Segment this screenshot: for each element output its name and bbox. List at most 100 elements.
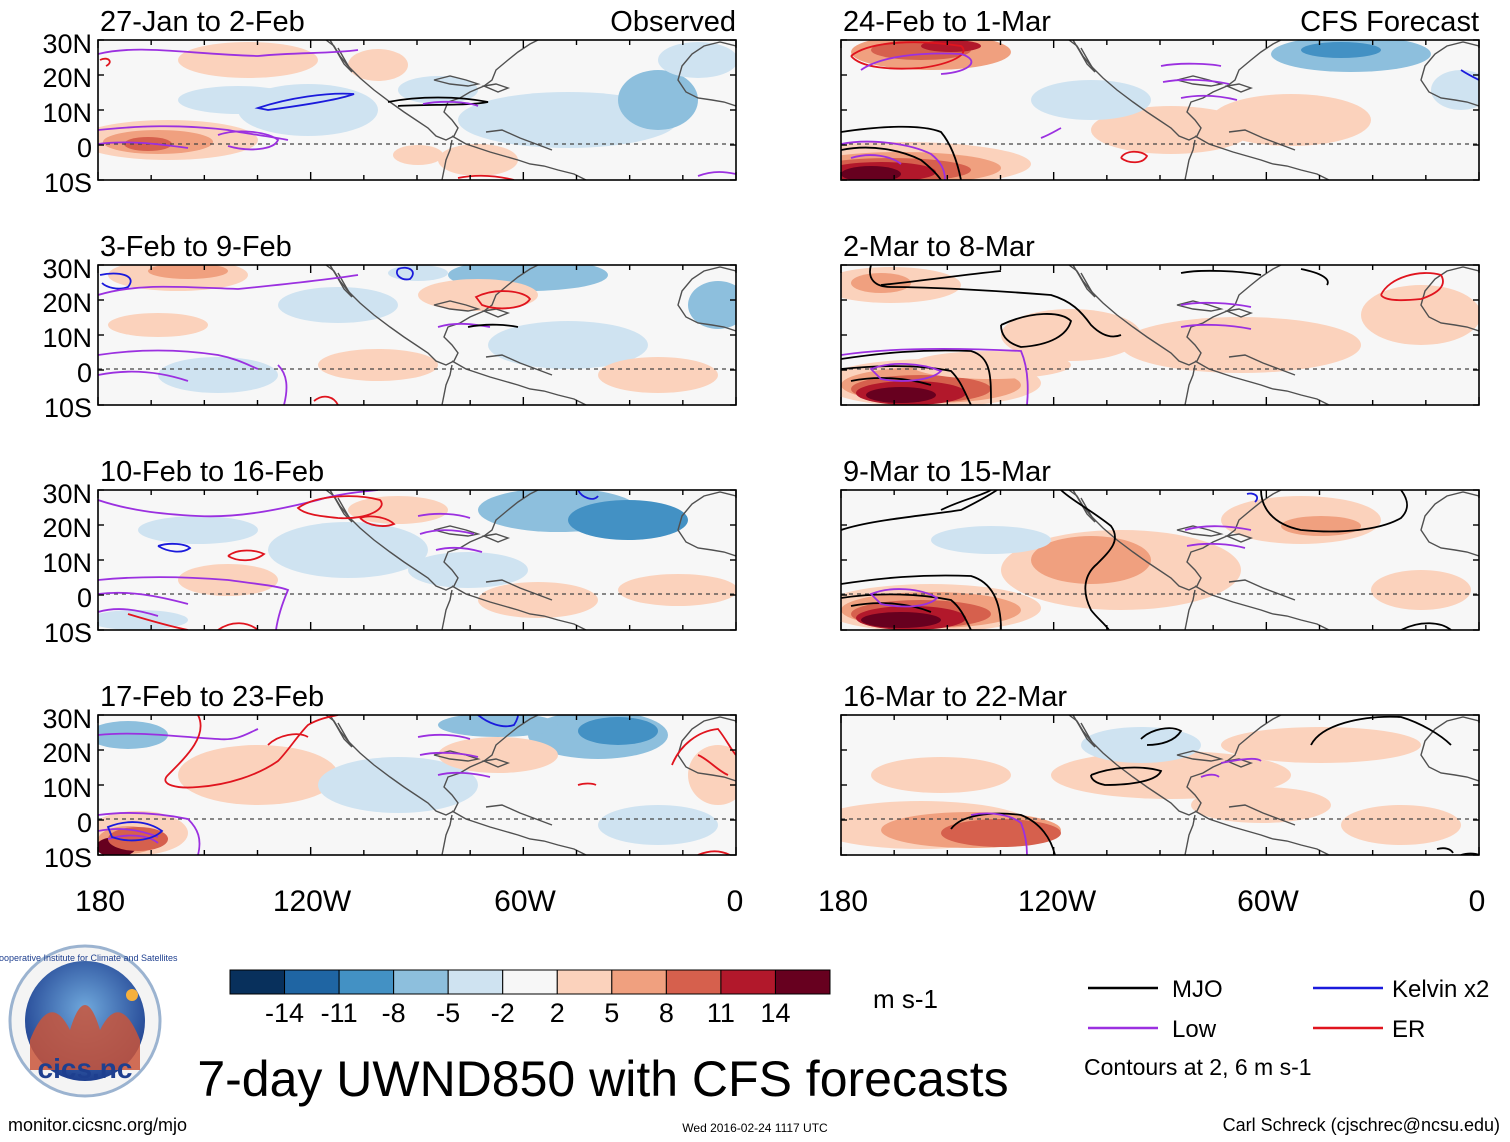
island: [481, 758, 511, 768]
lon-axis-left: 180 120W 60W 0: [75, 885, 743, 918]
contour-mjo: [841, 490, 998, 531]
panel-period-label: 17-Feb to 23-Feb: [100, 681, 324, 713]
island: [433, 75, 481, 87]
contour-kelvin: [254, 92, 355, 111]
shading-blob: [598, 805, 718, 845]
lat-label: 0: [77, 583, 92, 613]
contour-mjo: [950, 812, 1056, 855]
contour-mjo: [1436, 847, 1454, 854]
panel-period-label: 9-Mar to 15-Mar: [843, 456, 1051, 488]
shading-blob: [1211, 94, 1371, 146]
colorbar-cell: [229, 969, 286, 995]
map-panel: 17-Feb to 23-Feb 30N 20N 10N 0 10S: [42, 681, 737, 873]
panel-period-label: 27-Jan to 2-Feb: [100, 6, 305, 38]
shading-blob: [598, 357, 718, 393]
shading-blob: [1281, 516, 1361, 536]
shading-blob: [318, 349, 438, 381]
coastlines: [1068, 490, 1479, 630]
shading-blob: [348, 49, 408, 81]
shading-blob: [393, 145, 443, 165]
coastline: [1184, 354, 1330, 405]
lat-label: 0: [77, 133, 92, 163]
contour-mjo: [841, 125, 962, 180]
wave-contours: [841, 490, 1452, 630]
shading-blob: [1221, 727, 1421, 763]
contour-er: [296, 495, 396, 527]
shading-blob: [178, 745, 338, 805]
colorbar-cell: [502, 969, 558, 995]
colorbar-tick-label: 5: [604, 998, 619, 1028]
shading-blob: [278, 287, 398, 323]
shading-blob: [438, 737, 558, 773]
shading-blob: [1361, 285, 1479, 345]
lat-label: 20N: [42, 738, 92, 768]
contour-mjo: [467, 323, 519, 328]
forecast-label: CFS Forecast: [1300, 6, 1479, 38]
shading-blob: [1341, 805, 1461, 845]
shading-blob: [148, 265, 228, 279]
coastline: [329, 715, 353, 748]
wind-shading: [841, 496, 1471, 630]
wave-contours: [950, 715, 1479, 855]
contour-mjo: [1310, 715, 1452, 746]
lat-label: 20N: [42, 63, 92, 93]
island: [481, 533, 511, 543]
colorbar-tick-label: -5: [436, 998, 460, 1028]
shading-blob: [478, 582, 598, 618]
colorbar-tick-label: 14: [760, 998, 790, 1028]
contour-low: [98, 125, 289, 149]
coastline: [1420, 716, 1479, 782]
contour-low: [422, 100, 479, 107]
shading-blob: [418, 279, 538, 311]
contour-low: [1040, 62, 1238, 139]
coastline: [1068, 490, 1282, 591]
lat-label: 10N: [42, 548, 92, 578]
island: [1224, 533, 1254, 543]
colorbar-cell: [665, 969, 722, 995]
observed-label: Observed: [610, 6, 736, 38]
contour-kelvin: [106, 821, 164, 842]
contour-kelvin: [1246, 492, 1258, 503]
contour-er: [227, 549, 266, 562]
contour-low: [841, 348, 1029, 405]
lon-label: 60W: [1237, 885, 1299, 918]
wind-shading: [98, 715, 736, 855]
map-panel: 16-Mar to 22-Mar: [840, 681, 1480, 856]
island: [433, 750, 481, 762]
coastline: [329, 265, 353, 298]
contour-mjo: [841, 349, 992, 405]
contour-mjo: [1000, 313, 1073, 348]
contour-mjo: [869, 265, 1122, 338]
colorbar-cell: [338, 969, 395, 995]
contour-low: [98, 728, 259, 741]
lat-label: 30N: [42, 254, 92, 284]
wind-shading: [108, 265, 736, 393]
map-panel: 3-Feb to 9-Feb 30N 20N 10N 0 10S: [42, 231, 737, 423]
lat-label: 10N: [42, 773, 92, 803]
contour-low: [98, 576, 290, 630]
footer-url[interactable]: monitor.cicsnc.org/mjo: [8, 1115, 187, 1135]
shading-blob: [398, 76, 478, 104]
contour-er: [697, 850, 731, 855]
footer-author: Carl Schreck (cjschrec@ncsu.edu): [1223, 1115, 1500, 1135]
logo-ring-text: Cooperative Institute for Climate and Sa…: [0, 953, 178, 963]
tick-marks: [840, 714, 1480, 856]
panel-period-label: 16-Mar to 22-Mar: [843, 681, 1067, 713]
island: [1176, 525, 1224, 537]
lat-label: 20N: [42, 513, 92, 543]
colorbar: -14 -11 -8 -5 -2 2 5 8 11 14: [229, 969, 831, 1028]
contour-low: [98, 490, 379, 518]
lat-label: 10S: [44, 618, 92, 648]
lat-label: 0: [77, 358, 92, 388]
colorbar-tick-label: -11: [321, 998, 358, 1028]
coastline: [1072, 715, 1096, 748]
contour-kelvin: [1460, 69, 1479, 81]
shading-blob: [841, 166, 901, 180]
shading-blob: [1431, 70, 1479, 110]
tick-marks: [97, 714, 737, 856]
footer-timestamp: Wed 2016-02-24 1117 UTC: [682, 1121, 828, 1135]
tick-marks: [97, 489, 737, 631]
contour-low: [841, 140, 946, 180]
lon-label: 0: [727, 885, 744, 918]
contour-kelvin: [157, 542, 192, 553]
